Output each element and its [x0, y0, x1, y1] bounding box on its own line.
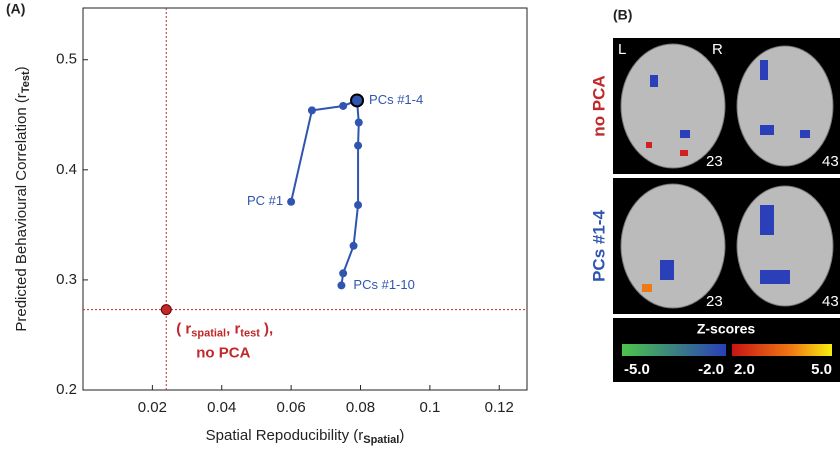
plot-frame	[83, 8, 527, 390]
activation	[642, 284, 652, 292]
activation	[760, 205, 774, 235]
hemisphere-label: R	[712, 41, 723, 58]
reference-point	[161, 305, 171, 315]
x-tick-label: 0.06	[277, 399, 306, 416]
panel-b: (B) L R 23 43 23 43 no PCA PCs #1-4 Z-sc…	[589, 7, 840, 382]
reference-label: ( rspatial, rtest ),	[176, 321, 273, 340]
label-part: , r	[226, 321, 240, 338]
data-point	[355, 118, 363, 126]
data-point	[339, 102, 347, 110]
activation	[760, 270, 790, 284]
data-point	[337, 281, 345, 289]
data-point	[354, 201, 362, 209]
label-part: ),	[260, 321, 273, 338]
data-point	[308, 106, 316, 114]
point-label: PC #1	[247, 193, 283, 208]
data-point	[339, 269, 347, 277]
slice-number: 23	[706, 293, 723, 310]
activation	[760, 125, 774, 135]
data-point	[350, 242, 358, 250]
colorbar-title: Z-scores	[697, 321, 756, 337]
x-tick-label: 0.04	[207, 399, 236, 416]
colorbar-positive	[732, 344, 832, 356]
point-label: PCs #1-4	[369, 92, 423, 107]
brain-slice	[621, 184, 725, 308]
label-part: spatial	[191, 328, 226, 340]
colorbar-tick-label: -5.0	[624, 361, 650, 378]
figure: (A) Spatial Repoducibility (rSpatial) Pr…	[0, 0, 840, 451]
slice-number: 43	[822, 153, 839, 170]
activation	[646, 142, 652, 148]
data-point	[354, 142, 362, 150]
y-tick-label: 0.3	[56, 271, 77, 288]
hemisphere-label: L	[618, 41, 626, 58]
activation	[680, 150, 688, 156]
panel-label: (A)	[6, 1, 25, 17]
x-tick-label: 0.12	[485, 399, 514, 416]
row-label: no PCA	[589, 75, 608, 136]
brain-slice	[737, 186, 833, 306]
colorbar-tick-label: 5.0	[811, 361, 832, 378]
data-point	[287, 198, 295, 206]
data-point	[351, 94, 363, 106]
activation	[660, 260, 674, 280]
slice-number: 43	[822, 293, 839, 310]
panel-label: (B)	[613, 7, 632, 23]
slice-number: 23	[706, 153, 723, 170]
activation	[650, 75, 658, 87]
x-tick-label: 0.1	[419, 399, 440, 416]
y-tick-label: 0.5	[56, 51, 77, 68]
label-part: test	[240, 328, 260, 340]
reference-label: no PCA	[196, 345, 250, 362]
row-label: PCs #1-4	[589, 210, 608, 282]
y-tick-label: 0.4	[56, 161, 77, 178]
colorbar-tick-label: 2.0	[734, 361, 755, 378]
x-tick-label: 0.02	[138, 399, 167, 416]
activation	[760, 60, 768, 80]
x-tick-label: 0.08	[346, 399, 375, 416]
point-label: PCs #1-10	[353, 277, 414, 292]
y-tick-label: 0.2	[56, 381, 77, 398]
series-line	[291, 100, 359, 285]
colorbar-negative	[622, 344, 726, 356]
label-part: ( r	[176, 321, 191, 338]
y-axis-label: Predicted Behavioural Correlation (rTest…	[13, 66, 32, 331]
x-axis-label: Spatial Repoducibility (rSpatial)	[206, 427, 405, 446]
brain-slice	[621, 44, 725, 168]
colorbar-tick-label: -2.0	[698, 361, 724, 378]
brain-slice	[737, 46, 833, 166]
activation	[680, 130, 690, 138]
activation	[800, 130, 810, 138]
